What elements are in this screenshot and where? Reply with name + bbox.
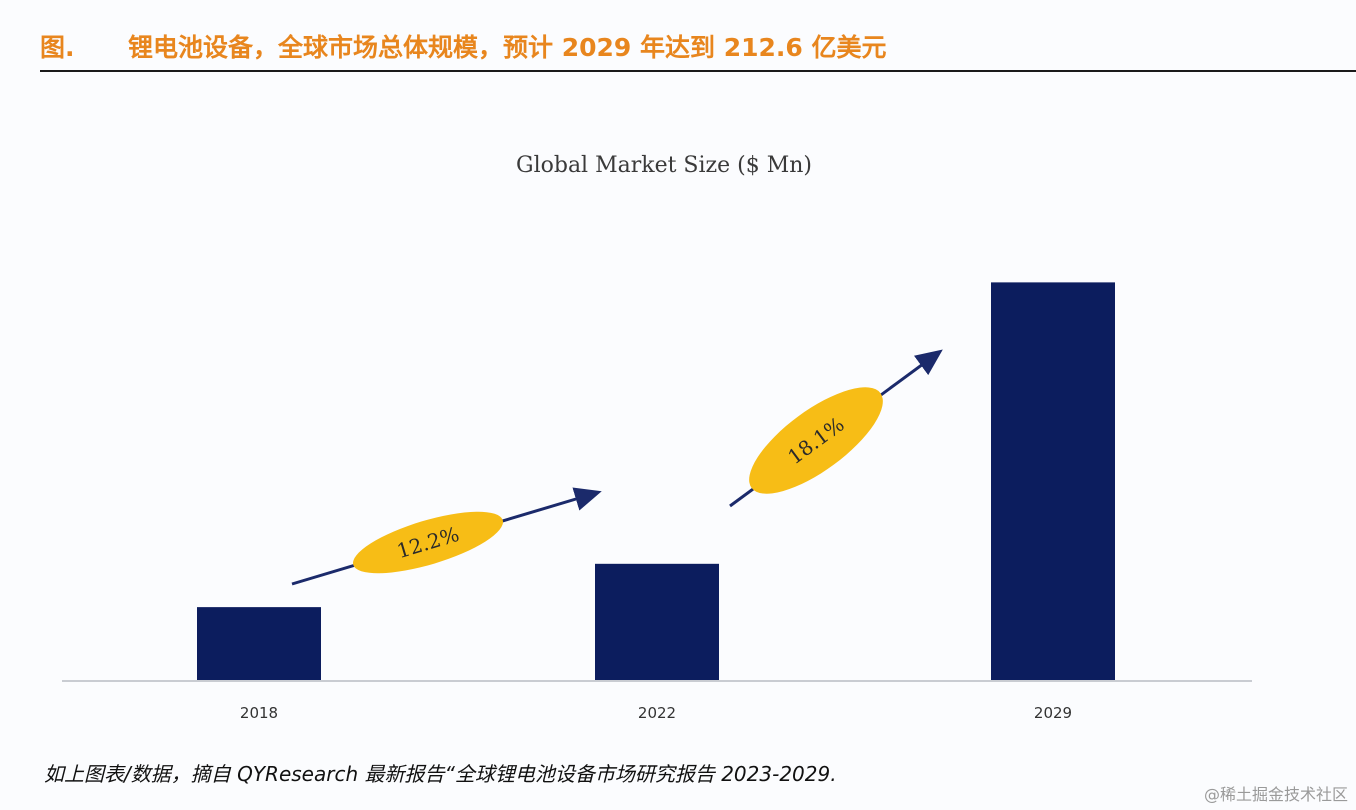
watermark: @稀土掘金技术社区 <box>1203 785 1348 804</box>
figure-title: 锂电池设备，全球市场总体规模，预计 2029 年达到 212.6 亿美元 <box>128 33 887 62</box>
chart-title: Global Market Size ($ Mn) <box>516 153 812 178</box>
x-tick-2018: 2018 <box>240 704 278 722</box>
cagr-annotations: 12.2%18.1% <box>291 349 943 586</box>
cagr-badge-1 <box>353 511 503 574</box>
bar-2018 <box>197 607 321 681</box>
source-note: 如上图表/数据，摘自 QYResearch 最新报告“全球锂电池设备市场研究报告… <box>44 762 837 786</box>
figure-label: 图. <box>40 33 75 62</box>
cagr-badge-2 <box>749 387 883 494</box>
bar-chart: Global Market Size ($ Mn) 2018 2022 2029 1… <box>62 153 1252 722</box>
x-tick-2022: 2022 <box>638 704 676 722</box>
figure-header: 图. 锂电池设备，全球市场总体规模，预计 2029 年达到 212.6 亿美元 <box>40 22 1356 72</box>
bar-2029 <box>991 282 1115 681</box>
x-tick-labels: 2018 2022 2029 <box>240 704 1072 722</box>
bar-2022 <box>595 563 719 681</box>
bars-group <box>197 282 1115 681</box>
x-tick-2029: 2029 <box>1034 704 1072 722</box>
